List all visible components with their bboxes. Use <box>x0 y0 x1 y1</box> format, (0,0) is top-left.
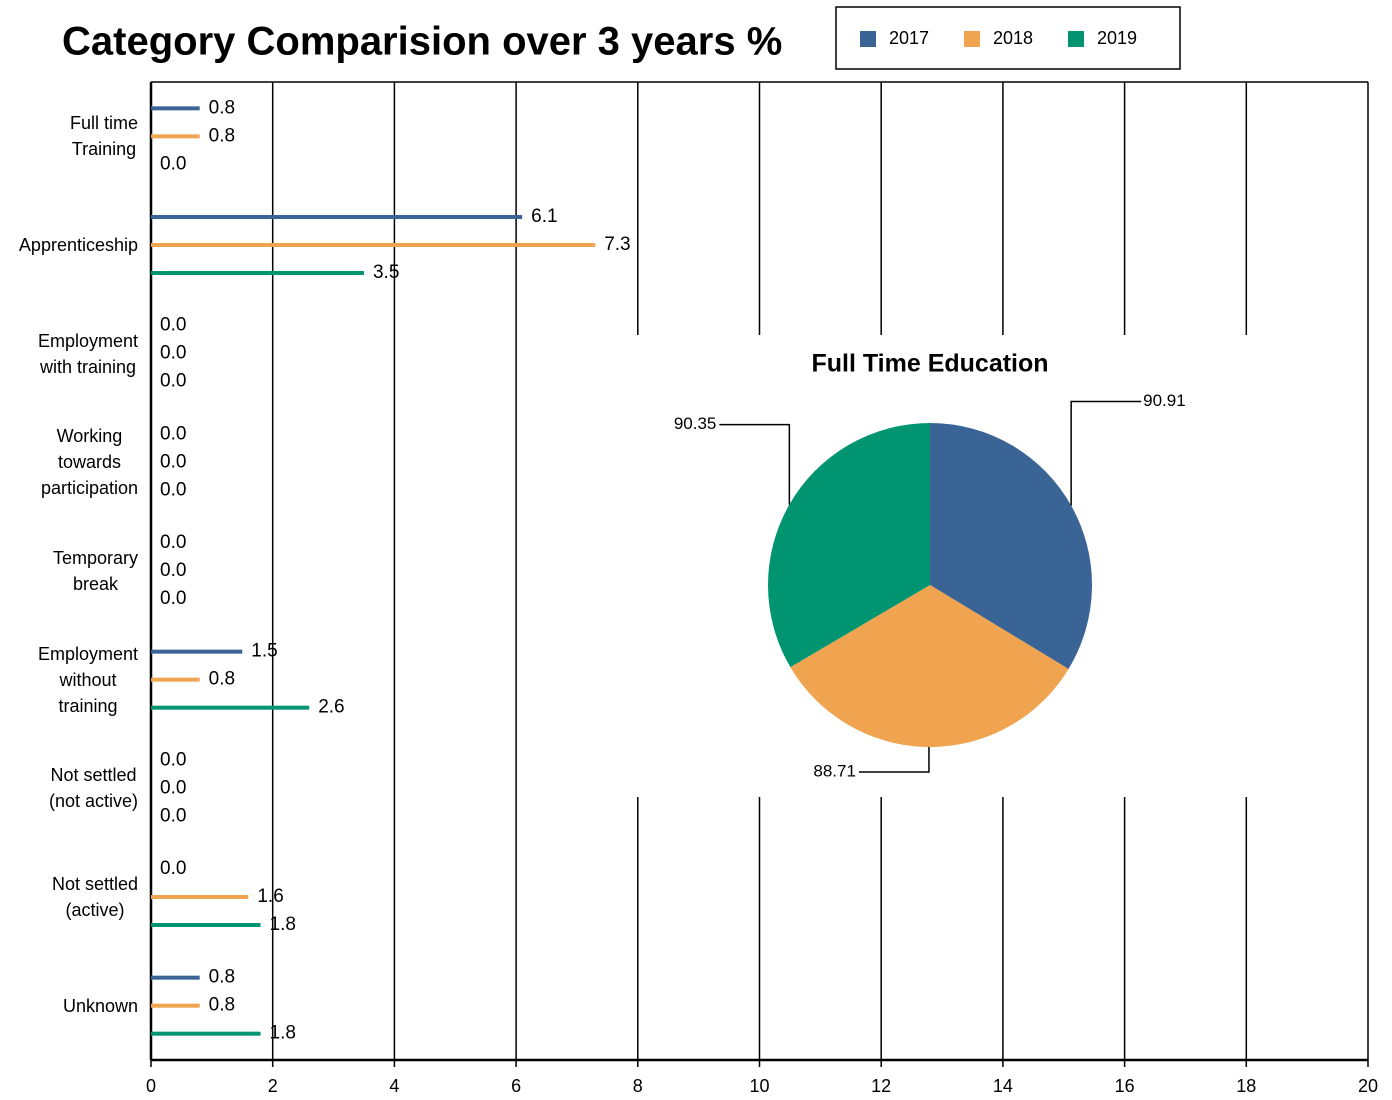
value-label: 0.8 <box>209 967 235 988</box>
value-label: 0.0 <box>160 749 186 770</box>
value-label: 0.8 <box>209 995 235 1016</box>
legend-label: 2018 <box>993 28 1033 48</box>
pie-slice <box>930 423 1092 669</box>
bar <box>151 271 364 275</box>
value-label: 1.8 <box>270 914 296 935</box>
y-tick-label: Apprenticeship <box>18 235 138 255</box>
bar <box>151 923 261 927</box>
value-label: 0.0 <box>160 560 186 581</box>
x-tick-label: 16 <box>1115 1076 1135 1096</box>
x-tick-label: 20 <box>1358 1076 1378 1096</box>
value-label: 0.8 <box>209 669 235 690</box>
legend-label: 2019 <box>1097 28 1137 48</box>
chart-title: Category Comparision over 3 years % <box>62 20 782 64</box>
y-tick-label: Employment without training <box>37 643 138 716</box>
leader-line <box>719 423 791 505</box>
legend-label: 2017 <box>889 28 929 48</box>
legend-swatch <box>964 31 980 47</box>
legend-box <box>835 6 1181 70</box>
y-tick-label: Unknown <box>62 995 138 1016</box>
value-label: 0.0 <box>160 423 186 444</box>
x-tick-label: 12 <box>871 1076 891 1096</box>
pie-slice <box>790 585 1069 748</box>
value-label: 0.0 <box>160 153 186 174</box>
x-tick-label: 4 <box>389 1076 399 1096</box>
pie-title: Full Time Education <box>811 350 1048 378</box>
bar <box>151 975 200 980</box>
bar <box>151 1031 261 1036</box>
pie-slice <box>768 423 930 668</box>
x-tick-label: 8 <box>633 1076 643 1096</box>
value-label: 0.8 <box>209 97 235 118</box>
bar <box>151 649 243 654</box>
leader-line <box>858 746 930 773</box>
x-tick-label: 6 <box>511 1076 521 1096</box>
value-label: 0.0 <box>160 343 186 364</box>
leader-line <box>1070 400 1142 506</box>
value-label: 7.3 <box>604 234 630 255</box>
value-label: 3.5 <box>373 262 399 283</box>
legend-swatch <box>860 31 876 47</box>
bar <box>151 895 249 899</box>
bar <box>151 705 310 710</box>
legend-swatch <box>1068 31 1084 47</box>
value-label: 0.0 <box>160 588 186 609</box>
bar <box>151 243 596 247</box>
pie-label: 90.91 <box>1143 391 1186 410</box>
y-tick-label: Working towards participation <box>40 426 138 499</box>
bar <box>151 215 523 219</box>
y-tick-label: Not settled (not active) <box>48 765 138 812</box>
pie-label: 88.71 <box>813 761 856 780</box>
bar <box>151 1003 200 1008</box>
value-label: 0.8 <box>209 125 235 146</box>
value-label: 0.0 <box>160 479 186 500</box>
x-tick-label: 10 <box>749 1076 769 1096</box>
value-label: 0.0 <box>160 371 186 392</box>
value-label: 0.0 <box>160 858 186 879</box>
x-tick-label: 14 <box>993 1076 1013 1096</box>
value-label: 6.1 <box>531 206 557 227</box>
y-tick-label: Full time Training <box>69 113 138 160</box>
value-label: 0.0 <box>160 805 186 826</box>
value-label: 0.0 <box>160 777 186 798</box>
y-tick-label: Temporary break <box>52 548 138 594</box>
value-label: 0.0 <box>160 451 186 472</box>
x-tick-label: 18 <box>1236 1076 1256 1096</box>
value-label: 1.8 <box>270 1023 296 1044</box>
bar <box>151 106 200 111</box>
y-tick-label: Not settled (active) <box>51 874 138 920</box>
x-tick-label: 2 <box>268 1076 278 1096</box>
x-tick-label: 0 <box>146 1076 156 1096</box>
bar <box>151 134 200 139</box>
value-label: 1.6 <box>257 886 283 907</box>
pie-label: 90.35 <box>674 414 717 433</box>
y-tick-label: Employment with training <box>37 330 138 377</box>
value-label: 0.0 <box>160 315 186 336</box>
value-label: 0.0 <box>160 532 186 553</box>
value-label: 2.6 <box>318 697 344 718</box>
bar <box>151 677 200 682</box>
value-label: 1.5 <box>251 641 277 662</box>
